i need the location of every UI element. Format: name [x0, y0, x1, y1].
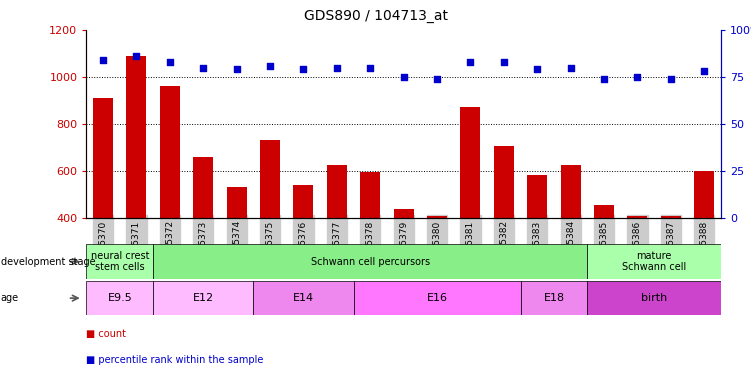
Bar: [86, 244, 153, 279]
Bar: [93, 98, 113, 218]
Bar: [153, 244, 587, 279]
Bar: [460, 107, 481, 218]
Point: [665, 76, 677, 82]
Bar: [561, 165, 581, 218]
Point: [632, 74, 644, 80]
Bar: [153, 281, 253, 315]
Text: neural crest
stem cells: neural crest stem cells: [91, 251, 149, 272]
Point: [297, 66, 309, 72]
Bar: [354, 281, 520, 315]
Bar: [587, 281, 721, 315]
Bar: [86, 281, 153, 315]
Point: [97, 57, 109, 63]
Point: [464, 59, 476, 65]
Point: [431, 76, 443, 82]
Text: age: age: [1, 293, 19, 303]
Bar: [694, 171, 714, 217]
Text: GDS890 / 104713_at: GDS890 / 104713_at: [303, 9, 448, 23]
Text: development stage: development stage: [1, 256, 95, 267]
Point: [397, 74, 409, 80]
Bar: [193, 157, 213, 218]
Point: [131, 53, 143, 59]
Bar: [126, 56, 146, 217]
Bar: [360, 172, 380, 217]
Text: E12: E12: [193, 293, 214, 303]
Point: [498, 59, 510, 65]
Bar: [520, 281, 587, 315]
Point: [364, 64, 376, 70]
Bar: [394, 209, 414, 218]
Text: E16: E16: [427, 293, 448, 303]
Bar: [294, 185, 313, 218]
Point: [598, 76, 610, 82]
Point: [231, 66, 243, 72]
Bar: [594, 205, 614, 218]
Text: ■ count: ■ count: [86, 329, 126, 339]
Bar: [527, 176, 547, 217]
Point: [264, 63, 276, 69]
Bar: [227, 187, 246, 218]
Point: [565, 64, 577, 70]
Text: ■ percentile rank within the sample: ■ percentile rank within the sample: [86, 355, 264, 365]
Text: Schwann cell percursors: Schwann cell percursors: [311, 256, 430, 267]
Bar: [160, 86, 180, 218]
Bar: [260, 140, 280, 218]
Point: [164, 59, 176, 65]
Bar: [327, 165, 347, 218]
Bar: [427, 216, 447, 217]
Text: E18: E18: [544, 293, 565, 303]
Point: [198, 64, 210, 70]
Point: [331, 64, 343, 70]
Bar: [627, 216, 647, 217]
Text: E9.5: E9.5: [107, 293, 132, 303]
Point: [698, 68, 710, 74]
Bar: [661, 216, 681, 217]
Point: [531, 66, 543, 72]
Bar: [494, 146, 514, 218]
Text: mature
Schwann cell: mature Schwann cell: [622, 251, 686, 272]
Text: E14: E14: [293, 293, 314, 303]
Bar: [253, 281, 354, 315]
Bar: [587, 244, 721, 279]
Text: birth: birth: [641, 293, 668, 303]
